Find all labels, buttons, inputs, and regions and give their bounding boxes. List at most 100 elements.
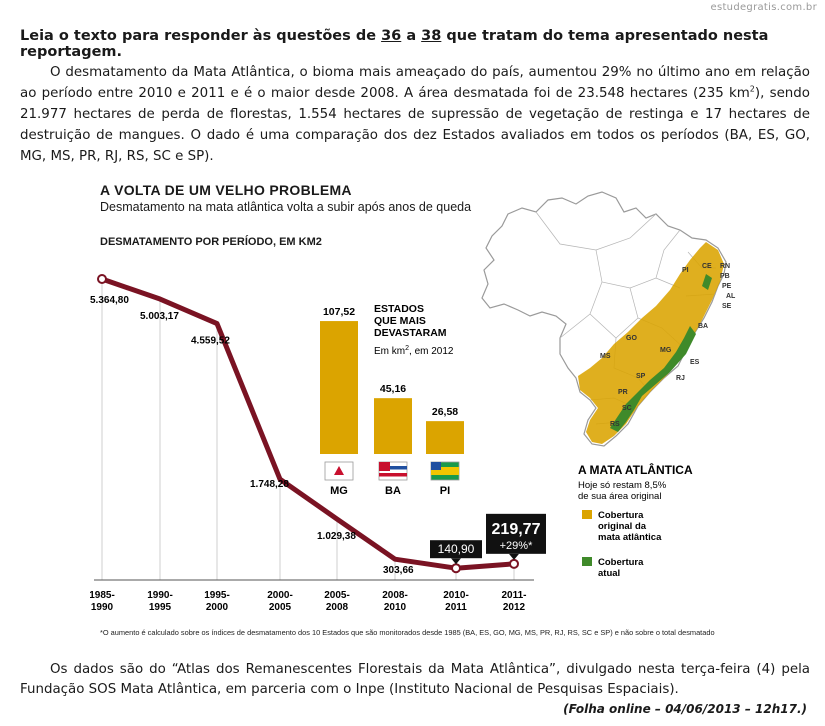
legend-label-0: original da xyxy=(598,521,647,532)
bar-category-label-PI: PI xyxy=(440,485,450,497)
map-state-label-PI: PI xyxy=(682,267,689,274)
question-end-number: 38 xyxy=(421,28,442,44)
data-point-marker xyxy=(451,563,461,574)
x-tick-label-2011-2012-b: 2012 xyxy=(503,602,526,613)
flag-ba-stripe-icon xyxy=(379,466,407,470)
map-state-label-AL: AL xyxy=(726,293,736,300)
x-tick-label-2005-2008-a: 2005- xyxy=(324,590,350,601)
flag-ba-canton-icon xyxy=(379,462,390,471)
map-state-label-BA: BA xyxy=(698,323,708,330)
atlantic-forest-current-north xyxy=(702,274,712,290)
paragraph-1-text-a: O desmatamento da Mata Atlântica, o biom… xyxy=(20,65,810,101)
map-state-label-SC: SC xyxy=(622,405,632,412)
map-state-label-PE: PE xyxy=(722,283,732,290)
map-state-label-CE: CE xyxy=(702,263,712,270)
x-tick-label-2000-2005-b: 2005 xyxy=(269,602,292,613)
x-tick-label-2008-2010-a: 2008- xyxy=(382,590,408,601)
callout-box-2010-2011 xyxy=(430,540,482,559)
map-state-label-RS: RS xyxy=(610,421,620,428)
data-label-1990-1995: 5.003,17 xyxy=(140,311,179,322)
map-state-label-GO: GO xyxy=(626,335,637,342)
legend-label-1: atual xyxy=(598,568,620,579)
bar-value-label-PI: 26,58 xyxy=(432,406,458,418)
map-state-label-RJ: RJ xyxy=(676,375,685,382)
callout-pointer-2011-2012 xyxy=(509,553,519,560)
brazil-map xyxy=(481,191,727,447)
bar-MG xyxy=(320,321,358,454)
x-tick-label-1990-1995-a: 1990- xyxy=(147,590,173,601)
bar-category-label-BA: BA xyxy=(385,485,401,497)
x-tick-label-1985-1990-b: 1990 xyxy=(91,602,114,613)
paragraph-1-superscript: 2 xyxy=(749,84,755,94)
x-tick-label-2000-2005-a: 2000- xyxy=(267,590,293,601)
infographic: 5.364,80 5.003,17 4.559,52 1.748,28 1.029,38… xyxy=(90,178,818,646)
states-title-line: QUE MAIS xyxy=(374,315,426,327)
legend-label-0: Cobertura xyxy=(598,510,644,521)
heading-suffix: que tratam do tema apresentado nesta rep… xyxy=(20,28,769,60)
atlantic-forest-original xyxy=(578,242,724,444)
map-state-label-PB: PB xyxy=(720,273,730,280)
x-tick-label-2005-2008-b: 2008 xyxy=(326,602,349,613)
legend-swatch-0 xyxy=(582,510,592,519)
x-tick-label-1995-2000-a: 1995- xyxy=(204,590,230,601)
x-tick-label-2010-2011-b: 2011 xyxy=(445,602,467,613)
flag-pi-band-icon xyxy=(431,467,459,475)
deforestation-series-line xyxy=(99,276,517,571)
legend-label-1: Cobertura xyxy=(598,557,644,568)
data-point-marker xyxy=(509,558,519,569)
data-label-2000-2005: 1.748,28 xyxy=(250,479,289,490)
article-paragraph-1: O desmatamento da Mata Atlântica, o biom… xyxy=(20,62,810,167)
x-tick-label-1985-1990-a: 1985- xyxy=(90,590,115,601)
map-title: A MATA ATLÂNTICA xyxy=(578,462,693,477)
map-state-label-MG: MG xyxy=(660,347,672,354)
flag-ba-stripe-icon xyxy=(379,473,407,477)
watermark: estudegratis.com.br xyxy=(710,2,817,13)
flag-mg-triangle-icon xyxy=(334,466,344,475)
states-unit-label: Em km2, em 2012 xyxy=(374,345,454,357)
data-label-2010-2011: 140,90 xyxy=(438,542,475,556)
article-paragraph-2: Os dados são do “Atlas dos Remanescentes… xyxy=(20,662,810,697)
x-tick-label-1995-2000-b: 2000 xyxy=(206,602,229,613)
infographic-subtitle: Desmatamento na mata atlântica volta a s… xyxy=(100,200,472,214)
states-title-line: DEVASTARAM xyxy=(374,327,447,339)
map-state-label-PR: PR xyxy=(618,389,628,396)
infographic-footnote: *O aumento é calculado sobre os índices … xyxy=(100,628,715,637)
states-title-line: ESTADOS xyxy=(374,303,424,315)
bar-category-label-MG: MG xyxy=(330,485,348,497)
map-state-label-RN: RN xyxy=(720,263,730,270)
map-state-label-SP: SP xyxy=(636,373,646,380)
data-label-2011-2012: 219,77 xyxy=(492,521,541,538)
map-state-label-SE: SE xyxy=(722,303,732,310)
infographic-graphics: 5.364,80 5.003,17 4.559,52 1.748,28 1.029,38… xyxy=(90,191,736,613)
bar-PI xyxy=(426,421,464,454)
map-state-label-MS: MS xyxy=(600,353,611,360)
atlantic-forest-current xyxy=(610,326,696,432)
bar-BA xyxy=(374,398,412,454)
paragraph-1-text-b: ), sendo 21.977 hectares de perda de flo… xyxy=(20,86,810,164)
x-tick-label-1990-1995-b: 1995 xyxy=(149,602,172,613)
callout-box-2011-2012 xyxy=(486,513,546,554)
line-chart-title: DESMATAMENTO POR PERÍODO, EM KM2 xyxy=(100,236,322,248)
map-state-label-ES: ES xyxy=(690,359,700,366)
bar-value-label-MG: 107,52 xyxy=(323,306,355,318)
infographic-title: A VOLTA DE UM VELHO PROBLEMA xyxy=(100,182,352,198)
data-label-1985-1990: 5.364,80 xyxy=(90,295,129,306)
data-label-1995-2000: 4.559,52 xyxy=(191,336,230,347)
x-tick-label-2010-2011-a: 2010- xyxy=(443,590,469,601)
flag-pi-canton-icon xyxy=(431,462,441,470)
question-start-number: 36 xyxy=(381,28,402,44)
legend-swatch-1 xyxy=(582,557,592,566)
callout-pointer-2010-2011 xyxy=(451,558,461,565)
increase-note: +29%* xyxy=(500,540,533,552)
heading-middle: a xyxy=(401,28,422,44)
data-label-2008-2010: 303,66 xyxy=(383,565,414,576)
legend-label-0: mata atlântica xyxy=(598,532,662,543)
map-subtitle-line: Hoje só restam 8,5% xyxy=(578,480,667,491)
heading-prefix: Leia o texto para responder às questões … xyxy=(20,28,382,44)
instruction-heading: Leia o texto para responder às questões … xyxy=(20,28,810,60)
source-citation: (Folha online – 04/06/2013 – 12h17.) xyxy=(563,702,807,716)
data-label-2005-2008: 1.029,38 xyxy=(317,531,356,542)
bar-value-label-BA: 45,16 xyxy=(380,383,406,395)
x-tick-label-2008-2010-b: 2010 xyxy=(384,602,407,613)
data-point-marker xyxy=(97,274,107,285)
